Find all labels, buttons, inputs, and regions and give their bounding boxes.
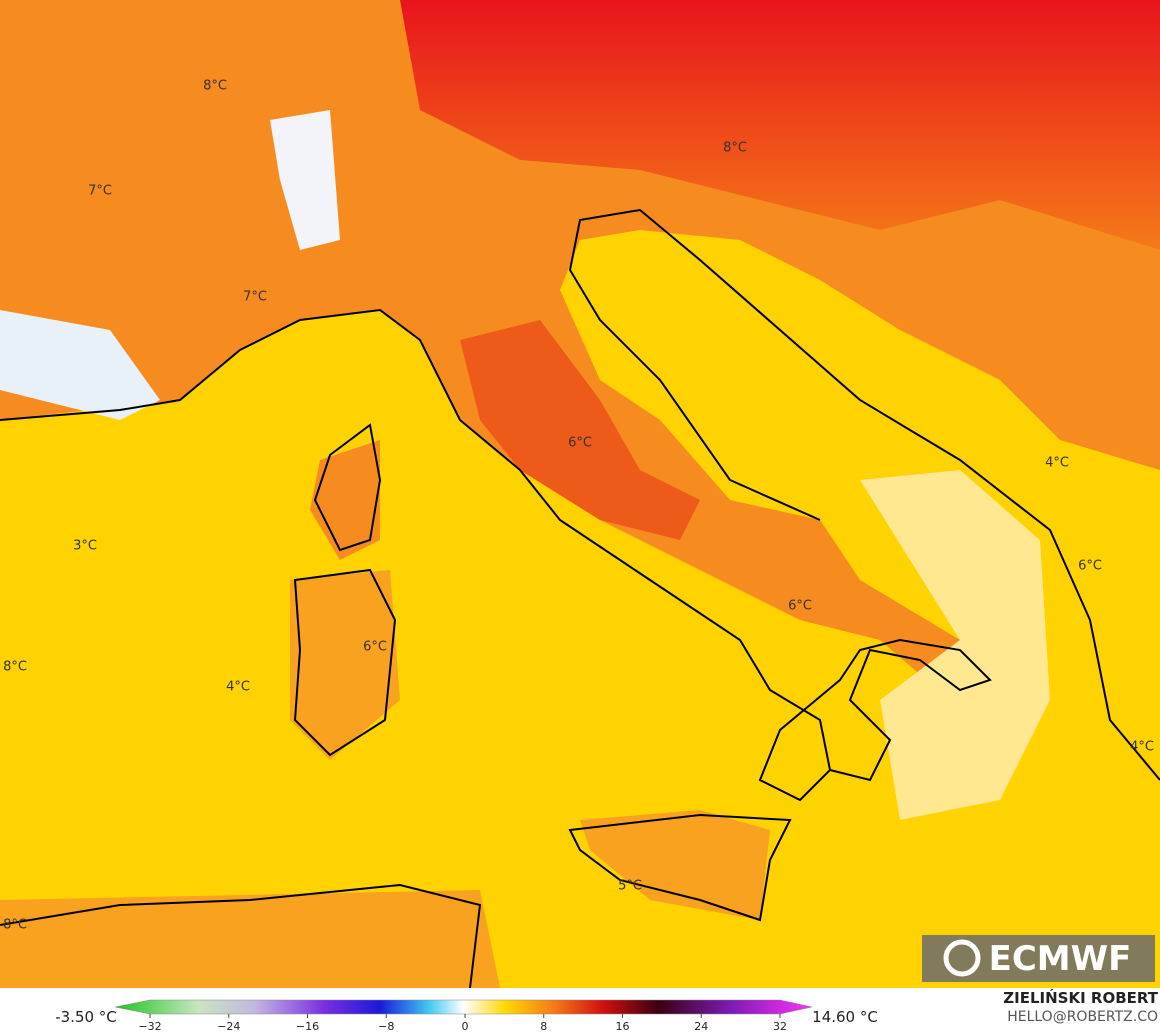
min-label: -3.50 °C bbox=[55, 1008, 117, 1026]
colorbar-tick-label: 32 bbox=[773, 1020, 787, 1033]
colorbar-tick-label: 8 bbox=[540, 1020, 547, 1033]
map-label: 6°C bbox=[363, 640, 387, 655]
map-label: 4°C bbox=[226, 680, 250, 695]
map-label: 8°C bbox=[3, 660, 27, 675]
map-label: 6°C bbox=[1078, 559, 1102, 574]
author: ZIELIŃSKI ROBERT bbox=[1003, 988, 1158, 1007]
temperature-field bbox=[0, 0, 1160, 988]
map-label: 5°C bbox=[618, 879, 642, 894]
map-label: 7°C bbox=[243, 290, 267, 305]
coastlines bbox=[0, 208, 1160, 989]
map-label: 7°C bbox=[88, 184, 112, 199]
colorbar-tick-label: −32 bbox=[138, 1020, 161, 1033]
map-labels: 8°C 8°C 7°C 7°C 6°C 4°C 3°C 6°C 6°C 6°C … bbox=[3, 79, 1154, 933]
map-label: 8°C bbox=[203, 79, 227, 94]
max-label: 14.60 °C bbox=[812, 1008, 878, 1026]
colorbar-tick-label: 0 bbox=[462, 1020, 469, 1033]
map-label: 3°C bbox=[73, 539, 97, 554]
colorbar-tick-label: −8 bbox=[378, 1020, 394, 1033]
colorbar-tick-label: 16 bbox=[616, 1020, 630, 1033]
colorbar-tick-label: −24 bbox=[217, 1020, 240, 1033]
colorbar-tick-label: −16 bbox=[296, 1020, 319, 1033]
colorbar bbox=[114, 999, 813, 1015]
map-label: 4°C bbox=[1130, 740, 1154, 755]
map-label: 8°C bbox=[3, 918, 27, 933]
map-label: 6°C bbox=[788, 599, 812, 614]
logo-text: ECMWF bbox=[989, 939, 1132, 979]
colorbar-tick-label: 24 bbox=[694, 1020, 708, 1033]
map-label: 6°C bbox=[568, 436, 592, 451]
contact: HELLO@ROBERTZ.CO bbox=[1007, 1009, 1158, 1025]
map-label: 4°C bbox=[1045, 456, 1069, 471]
map-label: 8°C bbox=[723, 141, 747, 156]
logo: ECMWF bbox=[922, 935, 1155, 982]
